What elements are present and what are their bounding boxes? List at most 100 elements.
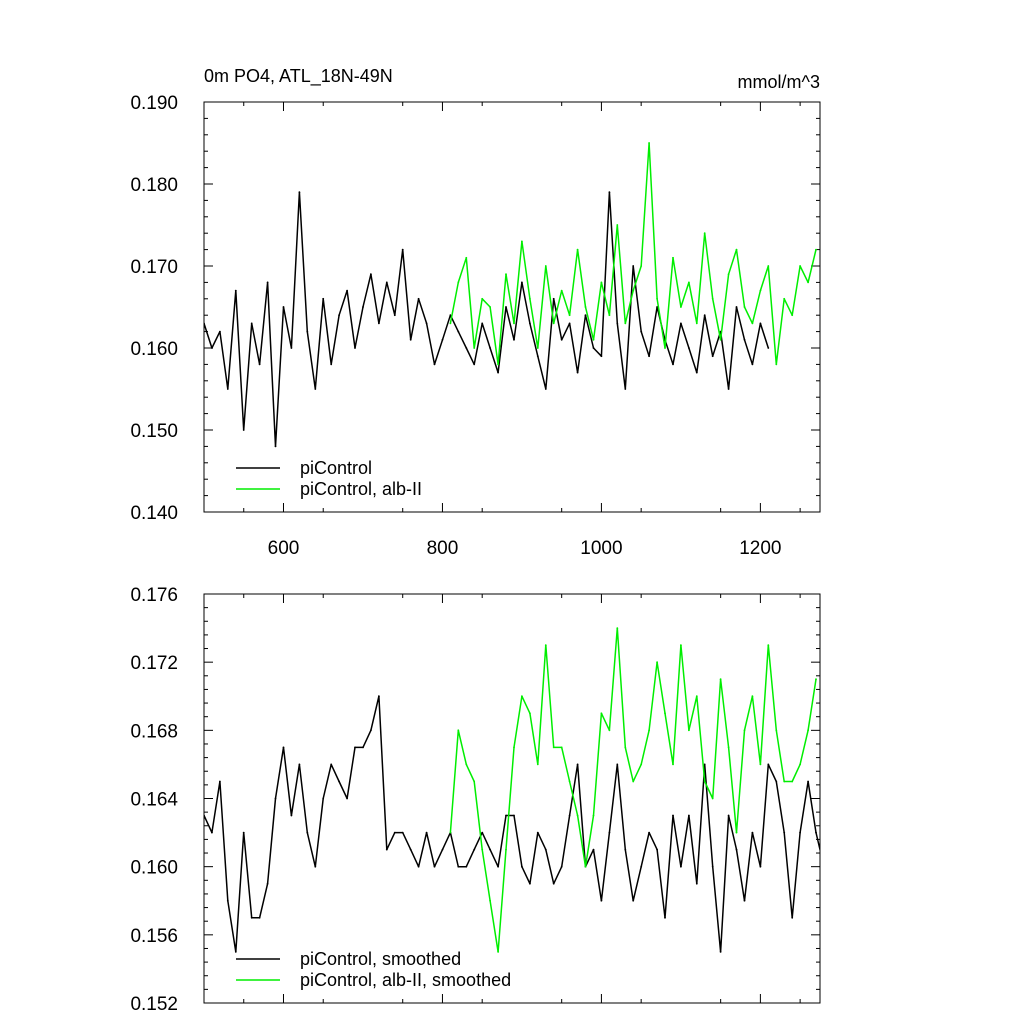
data-point xyxy=(576,814,579,817)
data-point xyxy=(242,831,245,834)
y-tick-label: 0.140 xyxy=(130,503,178,524)
data-point xyxy=(552,297,555,300)
data-point xyxy=(298,191,301,194)
data-point xyxy=(449,314,452,317)
data-point xyxy=(695,322,698,325)
data-point xyxy=(211,831,213,834)
data-point xyxy=(711,297,714,300)
data-point xyxy=(648,355,650,358)
data-point xyxy=(441,338,444,341)
series-line xyxy=(449,627,817,953)
data-point xyxy=(703,314,706,317)
data-point xyxy=(393,314,396,317)
data-point xyxy=(560,289,563,292)
data-point xyxy=(656,661,658,664)
data-point xyxy=(258,916,261,919)
data-point xyxy=(266,281,269,284)
data-point xyxy=(711,865,714,868)
data-point xyxy=(576,371,579,374)
data-point xyxy=(624,388,627,390)
data-point xyxy=(672,363,674,366)
data-point xyxy=(505,273,507,276)
data-point xyxy=(226,388,229,390)
data-point xyxy=(727,746,730,749)
data-point xyxy=(719,338,722,341)
data-point xyxy=(290,814,293,817)
data-point xyxy=(751,363,754,366)
data-point xyxy=(632,899,635,902)
data-point xyxy=(847,849,849,851)
data-point xyxy=(529,712,531,715)
data-point xyxy=(521,281,523,284)
data-point xyxy=(664,712,666,715)
data-point xyxy=(385,848,388,851)
data-point xyxy=(536,347,539,349)
legend-label: piControl xyxy=(300,458,372,478)
data-point xyxy=(767,347,770,349)
data-point xyxy=(536,355,539,358)
data-point xyxy=(449,322,452,325)
data-point xyxy=(735,848,738,851)
data-point xyxy=(648,142,650,144)
data-point xyxy=(473,848,476,851)
data-point xyxy=(855,729,857,731)
data-point xyxy=(640,265,643,267)
data-point xyxy=(560,338,563,341)
data-point xyxy=(354,347,356,349)
data-point xyxy=(751,831,754,834)
data-point xyxy=(632,289,635,292)
x-tick-label: 1200 xyxy=(739,538,781,559)
data-point xyxy=(719,678,722,681)
data-point xyxy=(290,347,293,349)
y-tick-label: 0.172 xyxy=(130,653,178,674)
data-point xyxy=(839,781,841,783)
series-1 xyxy=(204,191,770,448)
data-point xyxy=(608,314,611,317)
data-point xyxy=(767,265,770,267)
legend-label: piControl, alb-II, smoothed xyxy=(300,970,511,990)
data-point xyxy=(735,248,738,251)
data-point xyxy=(465,865,468,868)
data-point xyxy=(409,338,412,341)
data-point xyxy=(250,916,253,919)
data-point xyxy=(473,780,476,783)
data-point xyxy=(871,832,873,834)
data-point xyxy=(417,865,420,868)
data-point xyxy=(815,831,817,834)
y-tick-label: 0.160 xyxy=(130,858,178,879)
data-point xyxy=(688,814,690,817)
data-point xyxy=(211,347,213,349)
data-point xyxy=(433,363,436,366)
data-point xyxy=(465,763,468,766)
data-point xyxy=(378,322,380,325)
data-point xyxy=(219,780,221,783)
data-point xyxy=(362,306,364,308)
data-point xyxy=(219,330,221,333)
data-point xyxy=(544,644,547,646)
data-point xyxy=(521,240,523,243)
data-point xyxy=(775,780,778,783)
data-point xyxy=(425,322,428,325)
data-point xyxy=(703,763,706,766)
series-line xyxy=(204,695,820,953)
data-point xyxy=(775,729,778,732)
x-tick-label: 800 xyxy=(427,538,459,559)
data-point xyxy=(330,763,333,766)
series-1 xyxy=(204,695,873,953)
data-point xyxy=(346,289,348,292)
data-point xyxy=(497,371,499,374)
data-point xyxy=(521,695,523,698)
data-point xyxy=(775,363,778,366)
data-point xyxy=(544,848,547,851)
data-point xyxy=(250,322,253,325)
data-point xyxy=(401,831,404,834)
data-point xyxy=(743,338,746,341)
data-point xyxy=(759,865,762,868)
chart-panel-1: 0.140 0.150 0.160 0.170 0.180 0.190 600 800 1000… xyxy=(130,66,821,559)
data-point xyxy=(449,831,452,834)
data-point xyxy=(568,322,571,325)
data-point xyxy=(370,273,372,276)
data-point xyxy=(640,763,643,766)
data-point xyxy=(489,306,491,308)
